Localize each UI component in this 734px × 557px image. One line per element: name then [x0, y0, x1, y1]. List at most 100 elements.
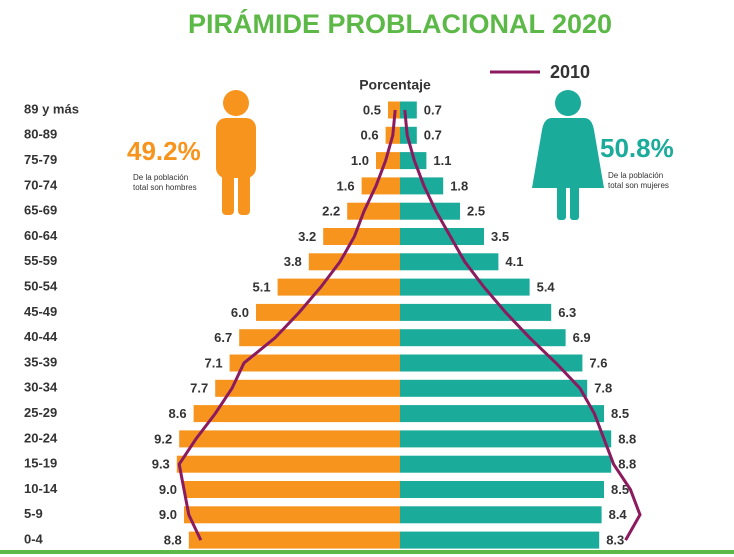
- value-label: 0.5: [363, 102, 381, 117]
- men-text: total son hombres: [133, 183, 197, 192]
- value-label: 8.4: [609, 507, 628, 522]
- age-label: 15-19: [24, 456, 57, 471]
- bar: [184, 506, 400, 524]
- women-text: total son mujeres: [608, 181, 669, 190]
- value-label: 3.2: [298, 229, 316, 244]
- value-label: 3.8: [284, 254, 302, 269]
- bar: [239, 329, 400, 347]
- value-label: 6.9: [573, 330, 591, 345]
- value-label: 2.2: [322, 204, 340, 219]
- age-label: 0-4: [24, 532, 44, 547]
- bar: [176, 455, 400, 473]
- age-label: 5-9: [24, 506, 43, 521]
- age-label: 55-59: [24, 253, 57, 268]
- men-text: De la población: [133, 173, 188, 182]
- value-label: 7.7: [190, 381, 208, 396]
- bar: [277, 278, 400, 296]
- bar: [188, 531, 400, 549]
- bar: [400, 202, 460, 220]
- age-label: 10-14: [24, 481, 58, 496]
- bar: [400, 405, 604, 423]
- value-label: 0.6: [361, 128, 379, 143]
- bar: [400, 506, 602, 524]
- bar: [229, 354, 400, 372]
- value-label: 8.5: [611, 482, 629, 497]
- value-label: 8.3: [606, 533, 624, 548]
- value-label: 1.0: [351, 153, 369, 168]
- age-label: 70-74: [24, 177, 58, 192]
- age-label: 65-69: [24, 203, 57, 218]
- value-label: 3.5: [491, 229, 509, 244]
- value-label: 2.5: [467, 204, 485, 219]
- age-label: 50-54: [24, 279, 58, 294]
- value-label: 8.6: [169, 406, 187, 421]
- bar: [400, 481, 604, 498]
- value-label: 1.6: [337, 178, 355, 193]
- value-label: 0.7: [424, 102, 442, 117]
- bar: [256, 303, 400, 321]
- bar: [400, 303, 552, 321]
- value-label: 7.8: [594, 381, 612, 396]
- value-label: 8.5: [611, 406, 629, 421]
- value-label: 9.2: [154, 431, 172, 446]
- bar: [361, 177, 400, 195]
- bar: [215, 379, 400, 397]
- value-label: 9.0: [159, 507, 177, 522]
- value-label: 9.3: [152, 457, 170, 472]
- age-label: 89 y más: [24, 101, 79, 116]
- bar: [400, 228, 484, 245]
- line-2010: [177, 109, 397, 541]
- legend-label: 2010: [550, 62, 590, 82]
- bar: [400, 101, 417, 119]
- line-2010: [403, 109, 642, 541]
- men-share: 49.2%: [127, 136, 201, 166]
- age-label: 20-24: [24, 430, 58, 445]
- value-label: 7.6: [589, 355, 607, 370]
- bar: [376, 152, 400, 170]
- bar: [347, 202, 400, 220]
- bar: [184, 481, 400, 498]
- age-label: 25-29: [24, 405, 57, 420]
- value-label: 6.7: [214, 330, 232, 345]
- bar: [308, 253, 400, 271]
- bar: [400, 329, 566, 347]
- bar: [400, 253, 499, 271]
- bar: [400, 430, 612, 448]
- chart-title: PIRÁMIDE PROBLACIONAL 2020: [188, 8, 612, 39]
- value-label: 7.1: [205, 355, 223, 370]
- bar: [400, 455, 612, 473]
- woman-icon: [532, 90, 604, 220]
- bar: [400, 177, 444, 195]
- bar: [179, 430, 400, 448]
- value-label: 4.1: [505, 254, 523, 269]
- value-label: 6.0: [231, 305, 249, 320]
- bar: [400, 379, 588, 397]
- women-share: 50.8%: [600, 133, 674, 163]
- bar: [400, 531, 600, 549]
- value-label: 8.8: [164, 533, 182, 548]
- value-label: 1.1: [433, 153, 451, 168]
- age-label: 35-39: [24, 354, 57, 369]
- age-label: 75-79: [24, 152, 57, 167]
- bar: [323, 228, 400, 245]
- age-label: 45-49: [24, 304, 57, 319]
- value-label: 8.8: [618, 431, 636, 446]
- value-label: 8.8: [618, 457, 636, 472]
- man-icon: [216, 90, 256, 215]
- age-label: 60-64: [24, 228, 58, 243]
- value-label: 5.4: [537, 280, 556, 295]
- age-label: 80-89: [24, 127, 57, 142]
- value-label: 6.3: [558, 305, 576, 320]
- value-label: 0.7: [424, 128, 442, 143]
- axis-label: Porcentaje: [359, 77, 431, 93]
- women-text: De la población: [608, 171, 663, 180]
- age-label: 40-44: [24, 329, 58, 344]
- value-label: 1.8: [450, 178, 468, 193]
- bar: [400, 278, 530, 296]
- bar: [193, 405, 400, 423]
- value-label: 9.0: [159, 482, 177, 497]
- value-label: 5.1: [253, 280, 271, 295]
- bar: [400, 354, 583, 372]
- age-label: 30-34: [24, 380, 58, 395]
